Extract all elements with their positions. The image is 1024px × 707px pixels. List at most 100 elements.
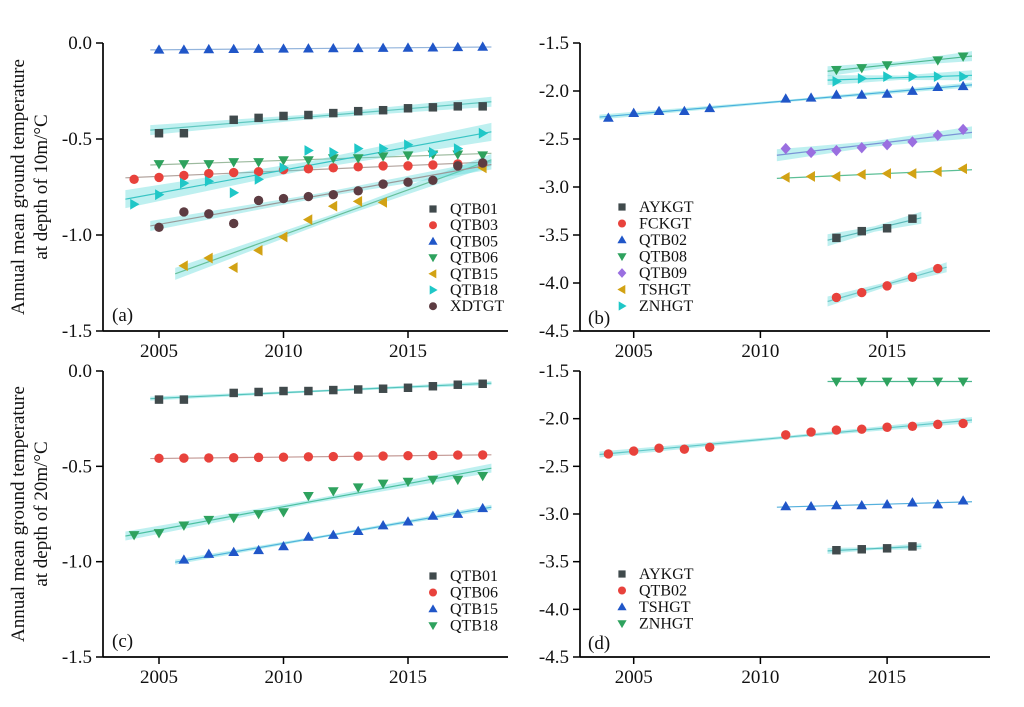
data-point-QTB02 — [881, 88, 893, 98]
data-point-FCKGT — [857, 287, 867, 298]
data-point-ZNHGT — [907, 377, 918, 387]
legend-label: QTB08 — [639, 249, 687, 266]
data-point-QTB18 — [404, 139, 414, 151]
series-QTB03 — [129, 159, 488, 185]
legend-item-AYKGT: AYKGT — [618, 199, 694, 216]
data-point-QTB18 — [278, 508, 289, 518]
data-point-ZNHGT — [881, 377, 893, 387]
data-point-QTB06 — [178, 160, 190, 170]
data-point-QTB01 — [453, 102, 463, 111]
data-point-ZNHGT — [933, 71, 944, 83]
data-point-QTB15 — [203, 548, 215, 558]
data-point-QTB06 — [153, 160, 165, 170]
series-QTB06 — [154, 450, 488, 464]
data-point-QTB18 — [178, 521, 190, 531]
trend-line-QTB06 — [150, 454, 492, 460]
x-tick-label: 2015 — [868, 341, 906, 362]
legend-item-QTB01: QTB01 — [429, 568, 498, 585]
data-point-QTB15 — [477, 502, 489, 513]
panel-b: -1.5 -2.0 -2.5 -3.0 -3.5 -4.0 -4.5 2005 2010 2015… — [539, 33, 990, 362]
series-QTB18 — [130, 127, 489, 210]
data-point-AYKGT — [832, 545, 841, 555]
data-point-QTB06 — [179, 453, 189, 463]
trend-line-QTB01 — [150, 101, 492, 131]
data-point-QTB03 — [328, 163, 338, 173]
data-point-QTB02 — [856, 89, 868, 99]
data-point-QTB01 — [254, 387, 263, 397]
trend-line-QTB01 — [150, 382, 492, 400]
x-tick-label: 2005 — [140, 341, 178, 362]
data-point-QTB05 — [352, 42, 364, 53]
data-point-QTB02 — [882, 422, 892, 432]
legend-label: QTB01 — [450, 568, 498, 585]
legend-label: QTB18 — [450, 282, 498, 299]
y-tick-label: -4.0 — [539, 599, 569, 620]
data-point-QTB06 — [453, 450, 463, 460]
data-point-FCKGT — [933, 263, 943, 274]
data-point-QTB18 — [427, 475, 439, 486]
y-axis-title-line1: Annual mean ground temperature — [8, 59, 29, 315]
data-point-QTB06 — [303, 452, 314, 462]
trend-layer — [599, 380, 973, 554]
trend-line-TSHGT — [776, 169, 973, 179]
data-point-QTB02 — [831, 89, 842, 99]
legend-item-QTB09: QTB09 — [617, 265, 687, 282]
data-point-QTB05 — [253, 43, 265, 53]
y-tick-label: -2.5 — [539, 456, 569, 477]
series-QTB02 — [602, 80, 969, 122]
trend-line-AYKGT — [827, 545, 922, 552]
legend-marker-QTB18 — [428, 622, 438, 631]
legend-item-QTB15: QTB15 — [428, 266, 498, 283]
legend-marker-QTB09 — [617, 268, 627, 278]
data-point-QTB06 — [204, 453, 214, 463]
data-point-QTB03 — [154, 172, 164, 183]
marker-layer — [128, 379, 489, 564]
data-point-QTB18 — [377, 479, 389, 489]
data-point-TSHGT — [805, 171, 815, 182]
data-point-QTB18 — [452, 475, 464, 486]
data-point-XDTGT — [428, 175, 438, 185]
data-point-AYKGT — [832, 233, 841, 243]
data-point-QTB18 — [180, 177, 190, 189]
data-point-QTB15 — [377, 520, 389, 530]
legend-marker-QTB15 — [428, 604, 438, 613]
series-QTB02 — [603, 418, 968, 459]
data-point-QTB05 — [203, 43, 215, 54]
legend-marker-QTB15 — [428, 269, 437, 279]
data-point-QTB15 — [253, 544, 265, 555]
y-tick-label: -3.5 — [539, 552, 569, 573]
data-point-QTB15 — [278, 231, 288, 243]
data-point-FCKGT — [831, 292, 842, 303]
legend-item-XDTGT: XDTGT — [429, 298, 504, 315]
data-point-TSHGT — [881, 499, 893, 509]
legend-marker-QTB01 — [429, 572, 437, 580]
legend-marker-AYKGT — [618, 570, 626, 578]
data-point-QTB02 — [958, 418, 968, 429]
data-point-QTB06 — [403, 450, 413, 461]
data-point-QTB05 — [377, 42, 389, 52]
legend-item-QTB02: QTB02 — [618, 583, 687, 600]
legend-label: QTB01 — [450, 201, 498, 218]
data-point-QTB06 — [253, 158, 265, 168]
data-point-ZNHGT — [908, 71, 918, 83]
data-point-QTB18 — [204, 175, 215, 187]
data-point-ZNHGT — [857, 73, 868, 84]
data-point-XDTGT — [478, 158, 488, 168]
data-point-QTB02 — [907, 85, 918, 95]
data-point-QTB02 — [933, 419, 943, 430]
data-point-QTB05 — [452, 41, 464, 52]
data-point-QTB18 — [379, 143, 389, 155]
legend-item-QTB06: QTB06 — [428, 250, 498, 267]
data-point-QTB09 — [831, 144, 842, 157]
data-point-XDTGT — [179, 207, 189, 217]
data-point-QTB15 — [228, 262, 238, 274]
data-point-QTB05 — [153, 44, 165, 54]
data-point-QTB05 — [178, 44, 190, 54]
trend-line-QTB09 — [776, 131, 973, 156]
data-point-AYKGT — [857, 226, 866, 236]
data-point-QTB06 — [477, 151, 489, 161]
x-tick-label: 2010 — [741, 341, 779, 362]
legend-label: QTB05 — [450, 233, 498, 250]
data-point-QTB18 — [153, 529, 165, 539]
